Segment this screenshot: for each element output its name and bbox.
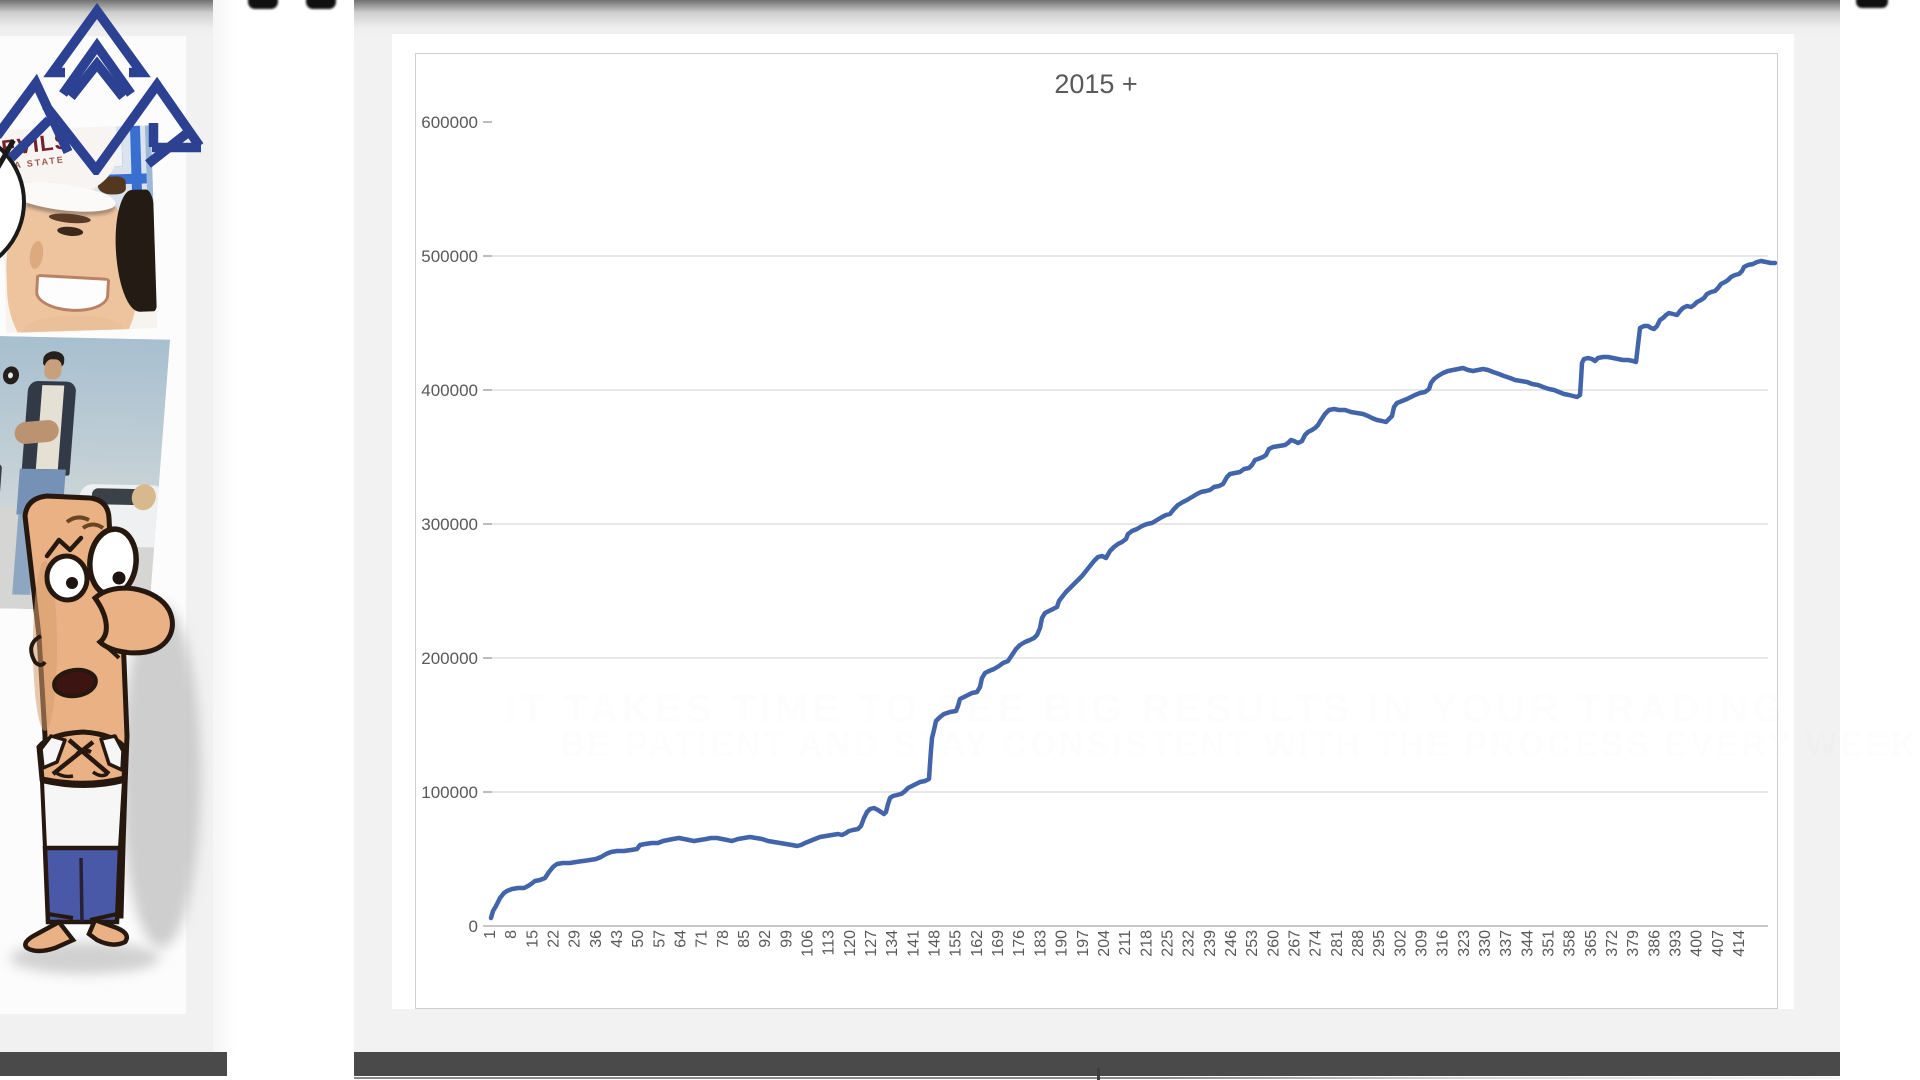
svg-text:316: 316: [1435, 930, 1452, 957]
svg-text:BE PATIENT AND STAY CONSISTENT: BE PATIENT AND STAY CONSISTENT WITH THE …: [560, 726, 1919, 764]
svg-text:400000: 400000: [421, 381, 478, 400]
svg-text:344: 344: [1519, 930, 1536, 957]
svg-text:0: 0: [469, 917, 478, 936]
svg-text:141: 141: [905, 930, 922, 957]
svg-text:218: 218: [1138, 930, 1155, 957]
svg-text:253: 253: [1244, 930, 1261, 957]
svg-text:113: 113: [821, 930, 838, 956]
svg-text:155: 155: [948, 930, 965, 957]
svg-text:169: 169: [990, 930, 1007, 957]
svg-text:386: 386: [1646, 930, 1663, 957]
svg-text:211: 211: [1117, 930, 1134, 956]
svg-text:176: 176: [1011, 930, 1028, 957]
svg-text:274: 274: [1308, 930, 1325, 957]
svg-text:239: 239: [1202, 930, 1219, 957]
svg-text:IT TAKES TIME TO SEE BIG RESUL: IT TAKES TIME TO SEE BIG RESULTS IN YOUR…: [505, 687, 1787, 731]
svg-text:134: 134: [884, 930, 901, 957]
svg-text:288: 288: [1350, 930, 1367, 957]
svg-text:414: 414: [1731, 930, 1748, 957]
svg-text:78: 78: [715, 930, 732, 948]
svg-text:407: 407: [1710, 930, 1727, 957]
svg-text:267: 267: [1287, 930, 1304, 957]
svg-text:162: 162: [969, 930, 986, 957]
svg-text:393: 393: [1668, 930, 1685, 957]
svg-text:351: 351: [1541, 930, 1558, 957]
svg-text:127: 127: [863, 930, 880, 957]
svg-text:92: 92: [757, 930, 774, 948]
svg-text:50: 50: [630, 930, 647, 948]
svg-text:323: 323: [1456, 930, 1473, 957]
svg-text:365: 365: [1583, 930, 1600, 957]
svg-text:260: 260: [1265, 930, 1282, 957]
svg-text:337: 337: [1498, 930, 1515, 957]
svg-text:29: 29: [567, 930, 584, 948]
svg-text:281: 281: [1329, 930, 1346, 957]
svg-text:43: 43: [609, 930, 626, 948]
svg-text:99: 99: [778, 930, 795, 948]
svg-text:225: 225: [1159, 930, 1176, 957]
svg-text:120: 120: [842, 930, 859, 957]
svg-text:372: 372: [1604, 930, 1621, 957]
svg-text:600000: 600000: [421, 113, 478, 132]
svg-text:246: 246: [1223, 930, 1240, 957]
svg-text:302: 302: [1392, 930, 1409, 957]
svg-text:22: 22: [546, 930, 563, 948]
svg-text:500000: 500000: [421, 247, 478, 266]
svg-text:309: 309: [1414, 930, 1431, 957]
svg-text:1: 1: [482, 930, 499, 939]
svg-text:190: 190: [1054, 930, 1071, 957]
svg-text:64: 64: [673, 930, 690, 948]
svg-text:183: 183: [1032, 930, 1049, 957]
svg-text:106: 106: [800, 930, 817, 957]
svg-text:379: 379: [1625, 930, 1642, 957]
svg-text:400: 400: [1689, 930, 1706, 957]
svg-text:8: 8: [503, 930, 520, 939]
svg-text:71: 71: [694, 930, 711, 948]
svg-text:358: 358: [1562, 930, 1579, 957]
svg-text:57: 57: [651, 930, 668, 948]
svg-text:232: 232: [1181, 930, 1198, 957]
svg-text:295: 295: [1371, 930, 1388, 957]
svg-text:330: 330: [1477, 930, 1494, 957]
svg-text:36: 36: [588, 930, 605, 948]
svg-text:85: 85: [736, 930, 753, 948]
svg-text:148: 148: [927, 930, 944, 957]
svg-text:200000: 200000: [421, 649, 478, 668]
svg-text:300000: 300000: [421, 515, 478, 534]
svg-text:100000: 100000: [421, 783, 478, 802]
svg-text:204: 204: [1096, 930, 1113, 957]
svg-text:2015 +: 2015 +: [1054, 69, 1137, 99]
svg-text:197: 197: [1075, 930, 1092, 957]
svg-text:15: 15: [524, 930, 541, 948]
